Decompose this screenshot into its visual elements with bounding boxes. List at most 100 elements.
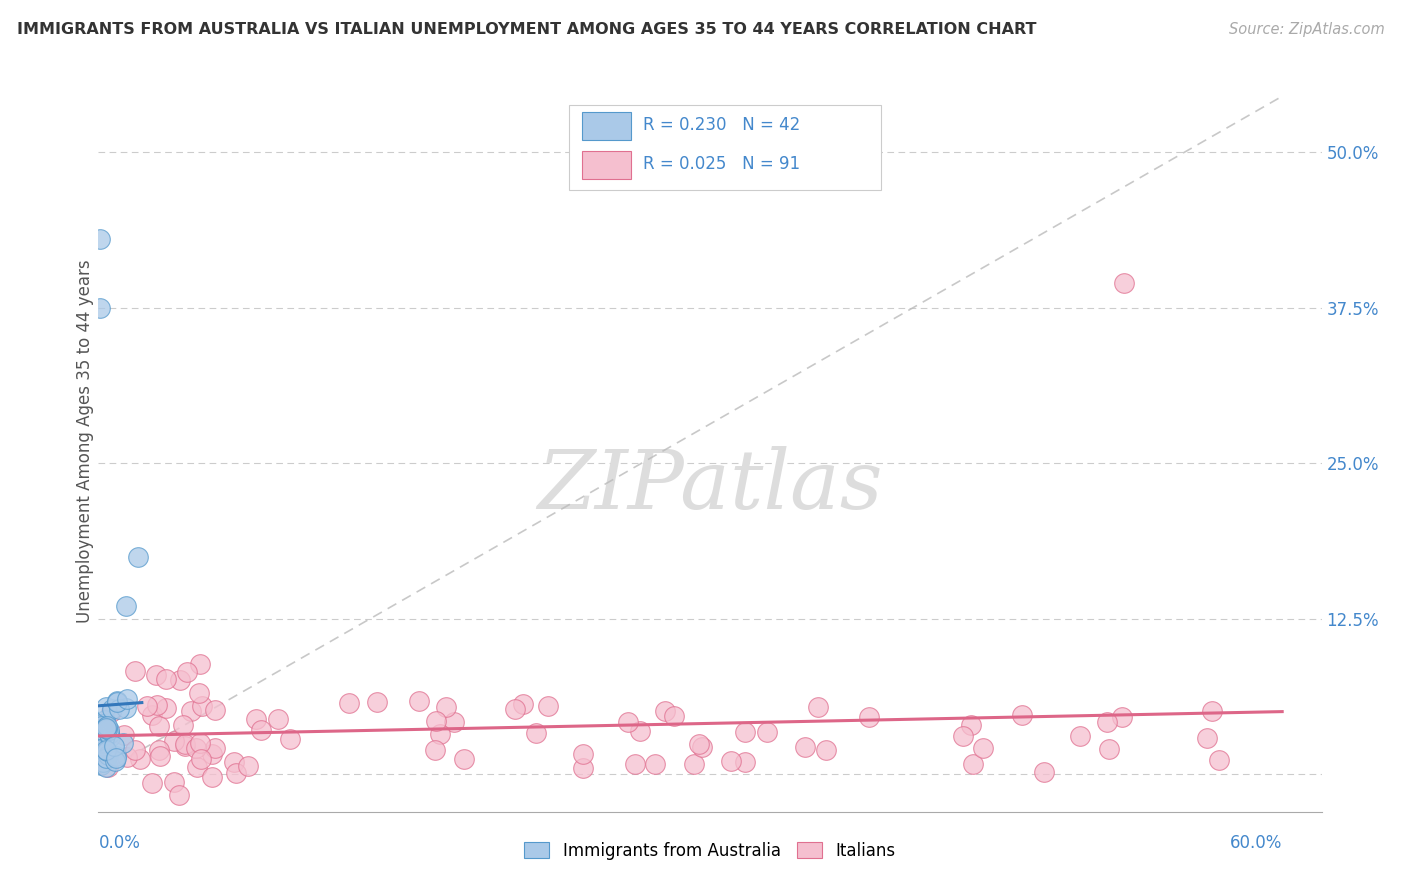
Point bbox=[572, 747, 595, 761]
Point bbox=[222, 755, 245, 769]
FancyBboxPatch shape bbox=[569, 104, 882, 190]
Point bbox=[141, 708, 163, 723]
Point bbox=[108, 702, 131, 716]
Point bbox=[972, 740, 994, 755]
Point bbox=[114, 700, 136, 714]
Point bbox=[96, 722, 118, 736]
Point bbox=[146, 698, 169, 713]
Point bbox=[734, 755, 756, 769]
Y-axis label: Unemployment Among Ages 35 to 44 years: Unemployment Among Ages 35 to 44 years bbox=[76, 260, 94, 624]
Point bbox=[97, 726, 120, 740]
Text: ZIPatlas: ZIPatlas bbox=[537, 446, 883, 526]
Point bbox=[163, 733, 186, 747]
Point bbox=[1208, 753, 1230, 767]
Point bbox=[94, 760, 117, 774]
Point bbox=[93, 717, 115, 731]
Point bbox=[117, 750, 139, 764]
Point bbox=[188, 657, 211, 671]
Point bbox=[167, 789, 190, 803]
Point bbox=[129, 752, 152, 766]
Point bbox=[169, 673, 191, 688]
Point bbox=[624, 757, 647, 772]
Point bbox=[96, 723, 118, 737]
Point bbox=[89, 301, 111, 315]
Point bbox=[100, 701, 122, 715]
FancyBboxPatch shape bbox=[582, 112, 630, 140]
Point bbox=[617, 715, 640, 730]
Point bbox=[443, 714, 465, 729]
Point bbox=[97, 747, 120, 762]
Point bbox=[429, 727, 451, 741]
Point bbox=[267, 712, 290, 726]
Point bbox=[93, 724, 115, 739]
Point bbox=[94, 723, 117, 737]
Point bbox=[114, 728, 136, 742]
Point bbox=[250, 723, 273, 737]
Point bbox=[734, 725, 756, 739]
Point bbox=[163, 775, 186, 789]
Point bbox=[858, 710, 880, 724]
Point bbox=[644, 756, 666, 771]
Point bbox=[793, 740, 815, 755]
Point bbox=[149, 748, 172, 763]
Point bbox=[807, 699, 830, 714]
Point bbox=[366, 695, 388, 709]
Point bbox=[103, 739, 125, 754]
Point bbox=[104, 754, 127, 768]
Point bbox=[89, 232, 111, 246]
Point bbox=[186, 760, 208, 774]
Point bbox=[512, 697, 534, 711]
Point bbox=[96, 744, 118, 758]
Point bbox=[136, 698, 159, 713]
Text: R = 0.230   N = 42: R = 0.230 N = 42 bbox=[643, 117, 800, 135]
Point bbox=[173, 739, 195, 754]
Point bbox=[105, 751, 128, 765]
Point bbox=[1197, 731, 1219, 745]
Point bbox=[1098, 742, 1121, 756]
Point bbox=[90, 717, 112, 731]
Point bbox=[225, 766, 247, 780]
Point bbox=[278, 731, 301, 746]
Point bbox=[90, 722, 112, 736]
Point bbox=[408, 693, 430, 707]
Point bbox=[100, 705, 122, 719]
Text: IMMIGRANTS FROM AUSTRALIA VS ITALIAN UNEMPLOYMENT AMONG AGES 35 TO 44 YEARS CORR: IMMIGRANTS FROM AUSTRALIA VS ITALIAN UNE… bbox=[17, 22, 1036, 37]
Point bbox=[145, 668, 167, 682]
Point bbox=[425, 743, 447, 757]
Point bbox=[141, 775, 163, 789]
Point bbox=[93, 728, 115, 742]
Point bbox=[1069, 729, 1091, 743]
Point bbox=[537, 699, 560, 714]
Point bbox=[1201, 704, 1223, 718]
Point bbox=[572, 761, 595, 775]
Point bbox=[690, 740, 713, 755]
Point bbox=[94, 751, 117, 765]
Point bbox=[654, 704, 676, 718]
Text: 60.0%: 60.0% bbox=[1230, 834, 1282, 852]
Point bbox=[201, 747, 224, 761]
Point bbox=[98, 727, 121, 741]
Point bbox=[91, 739, 114, 753]
Point bbox=[453, 752, 475, 766]
Point bbox=[94, 699, 117, 714]
Point bbox=[503, 701, 526, 715]
Point bbox=[176, 665, 198, 679]
Point bbox=[756, 725, 779, 739]
Point bbox=[96, 719, 118, 733]
Point bbox=[662, 709, 685, 723]
Point bbox=[1033, 765, 1056, 780]
Point bbox=[180, 704, 202, 718]
Text: R = 0.025   N = 91: R = 0.025 N = 91 bbox=[643, 155, 800, 173]
Point bbox=[204, 741, 226, 756]
Point bbox=[187, 685, 209, 699]
Point bbox=[688, 737, 710, 751]
Point bbox=[98, 723, 121, 737]
Point bbox=[94, 743, 117, 757]
Point bbox=[1111, 710, 1133, 724]
Point bbox=[90, 719, 112, 733]
Point bbox=[184, 741, 207, 756]
Point bbox=[190, 699, 212, 714]
Point bbox=[105, 694, 128, 708]
Legend: Immigrants from Australia, Italians: Immigrants from Australia, Italians bbox=[517, 835, 903, 866]
Point bbox=[172, 718, 194, 732]
